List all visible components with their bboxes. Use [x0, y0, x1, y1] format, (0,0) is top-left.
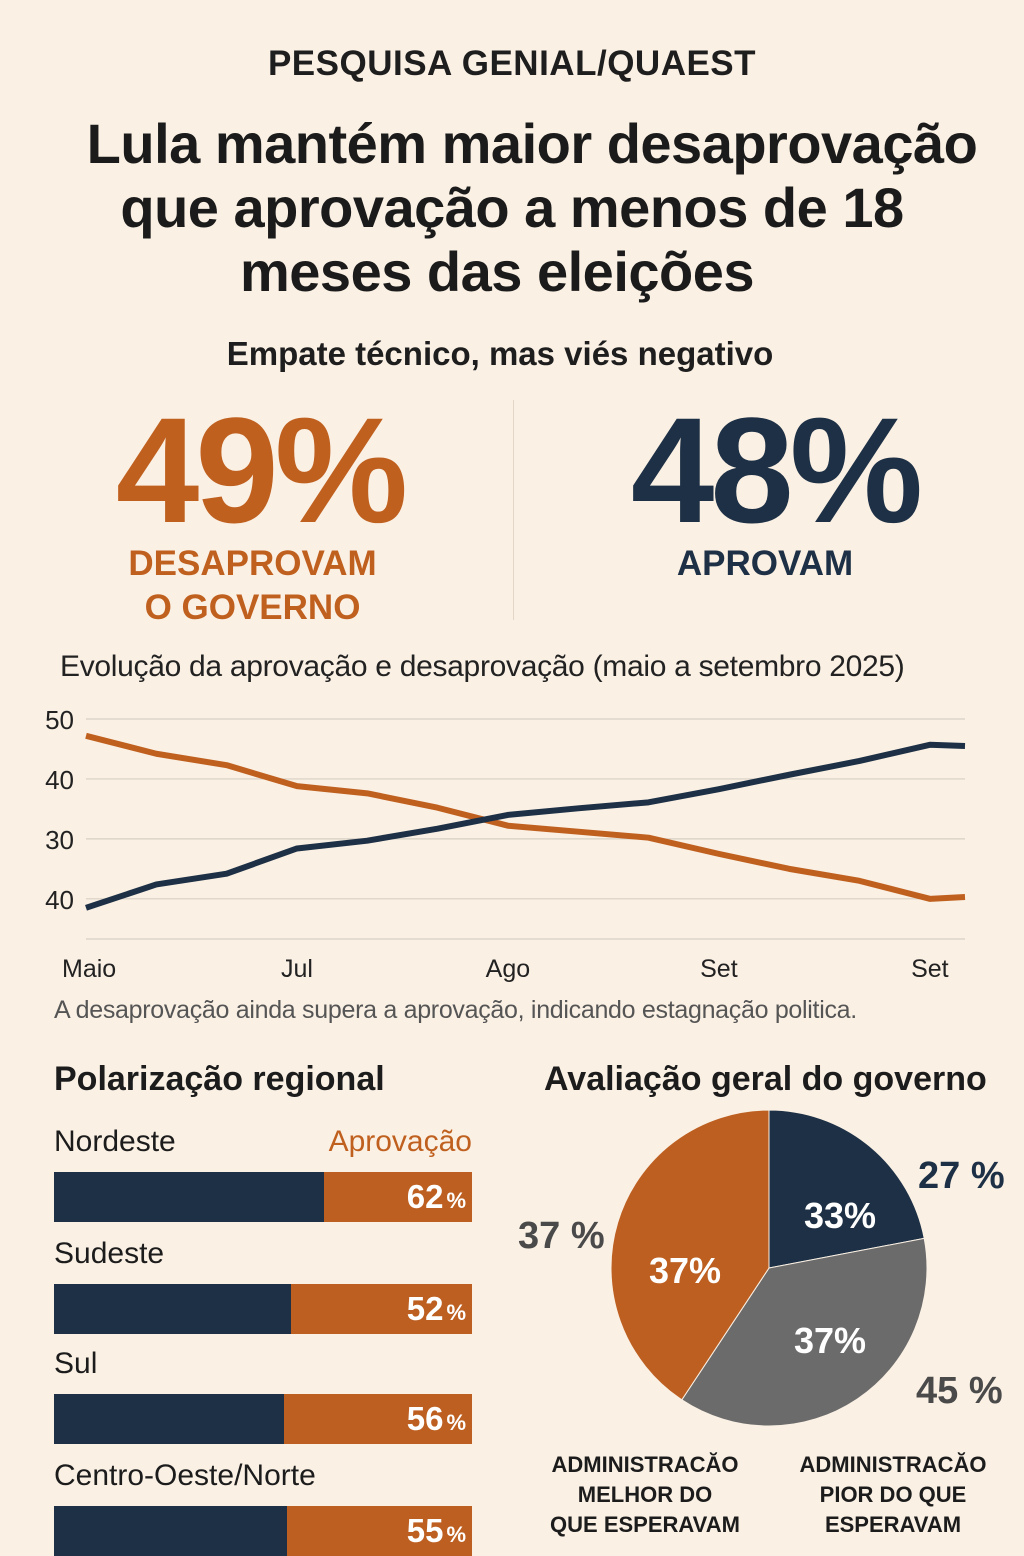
- region-label: Centro-Oeste/Norte: [54, 1459, 316, 1493]
- approve-value: 48%: [615, 395, 935, 545]
- bar-segment-navy: [54, 1284, 291, 1334]
- pie-slice-label: 37%: [794, 1320, 866, 1361]
- x-tick-label: Set: [911, 955, 949, 983]
- pie-caption-better: ADMINISTRACĂO MELHOR DO QUE ESPERAVAM: [530, 1450, 760, 1540]
- pie-chart: 33% 37% 37%: [590, 1100, 950, 1440]
- pie-caption-line: ADMINISTRACĂO: [778, 1450, 1008, 1480]
- regional-title: Polarização regional: [54, 1060, 385, 1099]
- bar-segment-navy: [54, 1394, 284, 1444]
- x-tick-label: Ago: [486, 955, 530, 983]
- region-label: Nordeste: [54, 1125, 176, 1159]
- x-tick-label: Jul: [281, 955, 313, 983]
- disapprove-value: 49%: [100, 395, 420, 545]
- region-bar: 55%: [54, 1506, 472, 1556]
- region-bar: 62%: [54, 1172, 472, 1222]
- disapprove-label-line: DESAPROVAM: [100, 542, 405, 586]
- pie-title: Avaliação geral do governo: [544, 1060, 987, 1099]
- pie-slice-label: 37%: [649, 1250, 721, 1291]
- headline-line: meses das eleições: [0, 240, 1024, 304]
- bar-value-label: 62%: [407, 1178, 466, 1216]
- bar-value-label: 56%: [407, 1400, 466, 1438]
- headline: Lula mantém maior desaprovação que aprov…: [40, 112, 1024, 304]
- approve-label-line: APROVAM: [610, 542, 920, 586]
- headline-line: que aprovação a menos de 18: [0, 176, 1024, 240]
- subtitle: Empate técnico, mas viés negativo: [0, 335, 1000, 373]
- bar-segment-navy: [54, 1506, 287, 1556]
- pie-outer-label: 37 %: [518, 1215, 605, 1258]
- y-tick-label: 40: [45, 885, 74, 915]
- y-tick-label: 40: [45, 765, 74, 795]
- bar-segment-approval: 55%: [287, 1506, 472, 1556]
- y-tick-label: 50: [45, 705, 74, 735]
- y-tick-label: 30: [45, 825, 74, 855]
- bar-value-label: 55%: [407, 1512, 466, 1550]
- bar-segment-navy: [54, 1172, 324, 1222]
- approve-label: APROVAM: [610, 542, 920, 586]
- pie-caption-line: MELHOR DO: [530, 1480, 760, 1510]
- bar-value-label: 52%: [407, 1290, 466, 1328]
- pie-caption-line: ADMINISTRACĂO: [530, 1450, 760, 1480]
- region-label: Sul: [54, 1347, 97, 1381]
- pie-slice-label: 33%: [804, 1195, 876, 1236]
- kpi-divider: [513, 400, 514, 620]
- bar-segment-approval: 52%: [291, 1284, 472, 1334]
- disapprove-label: DESAPROVAM O GOVERNO: [100, 542, 405, 630]
- x-tick-label: Set: [700, 955, 738, 983]
- line-chart-title: Evolução da aprovação e desaprovação (ma…: [60, 650, 905, 684]
- pie-caption-worse: ADMINISTRACĂO PIOR DO QUE ESPERAVAM: [778, 1450, 1008, 1540]
- line-chart: 50 40 30 40 Maio Jul Ago Set Set: [0, 700, 1024, 990]
- region-label: Sudeste: [54, 1237, 164, 1271]
- pie-outer-label: 27 %: [918, 1155, 1005, 1198]
- kicker: PESQUISA GENIAL/QUAEST: [0, 44, 1024, 84]
- pie-outer-label: 45 %: [916, 1370, 1003, 1413]
- line-chart-note: A desaprovação ainda supera a aprovação,…: [54, 996, 857, 1025]
- disapprove-label-line: O GOVERNO: [100, 586, 405, 630]
- region-bar: 52%: [54, 1284, 472, 1334]
- headline-line: Lula mantém maior desaprovação: [40, 112, 1024, 176]
- x-tick-label: Maio: [62, 955, 116, 983]
- bar-segment-approval: 62%: [324, 1172, 472, 1222]
- bar-segment-approval: 56%: [284, 1394, 472, 1444]
- pie-caption-line: PIOR DO QUE: [778, 1480, 1008, 1510]
- region-bar: 56%: [54, 1394, 472, 1444]
- approval-legend: Aprovação: [329, 1125, 472, 1159]
